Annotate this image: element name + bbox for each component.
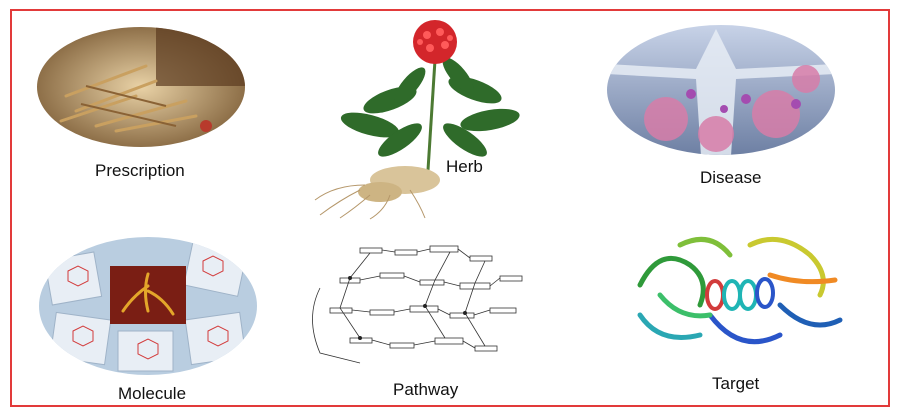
figure-frame: [10, 9, 890, 407]
pathway-image: [312, 245, 523, 364]
target-label: Target: [712, 374, 760, 393]
prescription-label: Prescription: [95, 161, 185, 180]
herb-image: [314, 20, 520, 220]
target-image: [637, 236, 843, 345]
herb-label: Herb: [446, 157, 483, 176]
disease-label: Disease: [700, 168, 762, 187]
disease-image: [607, 25, 835, 155]
molecule-label: Molecule: [118, 384, 187, 403]
pathway-label: Pathway: [393, 380, 459, 399]
prescription-image: [37, 27, 245, 147]
molecule-image: [39, 237, 257, 375]
